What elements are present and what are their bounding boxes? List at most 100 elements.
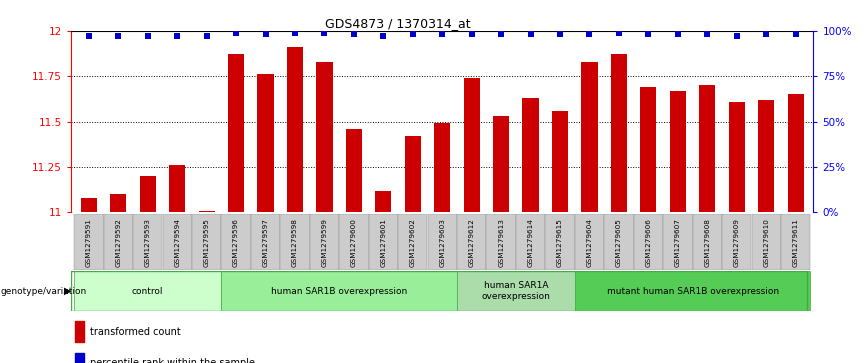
Text: GSM1279615: GSM1279615 xyxy=(557,218,563,267)
Point xyxy=(111,33,125,39)
Bar xyxy=(339,214,369,270)
Bar xyxy=(428,214,457,270)
Bar xyxy=(611,54,627,212)
Point xyxy=(406,32,420,37)
Bar xyxy=(199,211,214,212)
Bar xyxy=(280,214,310,270)
Bar xyxy=(516,214,545,270)
Text: GSM1279607: GSM1279607 xyxy=(674,218,681,267)
Point xyxy=(259,32,273,37)
Text: genotype/variation: genotype/variation xyxy=(1,287,87,295)
Text: human SAR1A
overexpression: human SAR1A overexpression xyxy=(482,281,550,301)
Bar xyxy=(552,111,569,212)
Bar xyxy=(110,194,127,212)
Bar xyxy=(162,214,192,270)
Point xyxy=(200,33,214,39)
Point xyxy=(435,32,449,37)
Text: GSM1279598: GSM1279598 xyxy=(292,218,298,267)
Text: GSM1279592: GSM1279592 xyxy=(115,218,122,267)
Bar xyxy=(316,62,332,212)
Text: GSM1279612: GSM1279612 xyxy=(469,218,475,267)
Text: GSM1279611: GSM1279611 xyxy=(792,218,799,267)
Text: GSM1279600: GSM1279600 xyxy=(351,218,357,267)
Text: mutant human SAR1B overexpression: mutant human SAR1B overexpression xyxy=(607,287,779,295)
Bar xyxy=(398,214,427,270)
Text: human SAR1B overexpression: human SAR1B overexpression xyxy=(271,287,407,295)
Bar xyxy=(404,136,421,212)
Bar xyxy=(523,98,539,212)
Bar xyxy=(434,123,450,212)
Point xyxy=(730,33,744,39)
Point xyxy=(760,32,773,37)
Text: GSM1279599: GSM1279599 xyxy=(321,218,327,267)
Bar xyxy=(604,214,634,270)
Bar xyxy=(287,47,303,212)
Bar xyxy=(75,321,84,342)
Point xyxy=(82,33,95,39)
Point xyxy=(789,32,803,37)
Bar xyxy=(345,129,362,212)
Point xyxy=(582,32,596,37)
Bar xyxy=(369,214,398,270)
Text: ▶: ▶ xyxy=(64,286,72,296)
Bar xyxy=(74,214,103,270)
Bar xyxy=(192,214,221,270)
Point xyxy=(229,30,243,36)
Bar xyxy=(728,102,745,212)
Bar xyxy=(228,54,244,212)
Text: GSM1279610: GSM1279610 xyxy=(763,218,769,267)
Bar xyxy=(103,214,133,270)
Bar xyxy=(700,85,715,212)
Bar xyxy=(752,214,781,270)
Text: GSM1279613: GSM1279613 xyxy=(498,218,504,267)
Title: GDS4873 / 1370314_at: GDS4873 / 1370314_at xyxy=(325,17,470,30)
Text: GSM1279602: GSM1279602 xyxy=(410,218,416,267)
Bar xyxy=(75,352,84,363)
Bar xyxy=(634,214,663,270)
Bar xyxy=(486,214,516,270)
Bar xyxy=(457,214,486,270)
Text: GSM1279614: GSM1279614 xyxy=(528,218,534,267)
Point xyxy=(377,33,391,39)
Text: GSM1279595: GSM1279595 xyxy=(204,218,210,267)
Bar xyxy=(375,191,391,212)
Bar xyxy=(781,214,811,270)
Bar xyxy=(575,214,604,270)
Point xyxy=(612,30,626,36)
Text: GSM1279608: GSM1279608 xyxy=(704,218,710,267)
Point xyxy=(347,32,361,37)
Bar xyxy=(464,78,480,212)
Text: GSM1279605: GSM1279605 xyxy=(616,218,622,267)
Text: GSM1279597: GSM1279597 xyxy=(262,218,268,267)
Text: GSM1279603: GSM1279603 xyxy=(439,218,445,267)
Point xyxy=(170,33,184,39)
Bar xyxy=(693,214,722,270)
Bar xyxy=(169,165,185,212)
Text: GSM1279604: GSM1279604 xyxy=(587,218,593,267)
Text: GSM1279601: GSM1279601 xyxy=(380,218,386,267)
Text: GSM1279593: GSM1279593 xyxy=(145,218,151,267)
Text: percentile rank within the sample: percentile rank within the sample xyxy=(89,358,254,363)
Text: GSM1279596: GSM1279596 xyxy=(233,218,239,267)
Bar xyxy=(251,214,280,270)
Bar xyxy=(457,271,575,311)
Bar xyxy=(221,271,457,311)
Bar xyxy=(545,214,575,270)
Point xyxy=(523,32,537,37)
Point xyxy=(464,32,478,37)
Bar xyxy=(787,94,804,212)
Bar xyxy=(641,87,656,212)
Text: GSM1279609: GSM1279609 xyxy=(733,218,740,267)
Text: GSM1279591: GSM1279591 xyxy=(86,218,92,267)
Point xyxy=(700,32,714,37)
Text: transformed count: transformed count xyxy=(89,327,181,337)
Bar xyxy=(140,176,156,212)
Bar xyxy=(310,214,339,270)
Point xyxy=(318,30,332,36)
Bar xyxy=(582,62,597,212)
Bar xyxy=(493,116,510,212)
Bar xyxy=(74,271,221,311)
Point xyxy=(288,30,302,36)
Bar xyxy=(258,74,273,212)
Point xyxy=(141,33,155,39)
